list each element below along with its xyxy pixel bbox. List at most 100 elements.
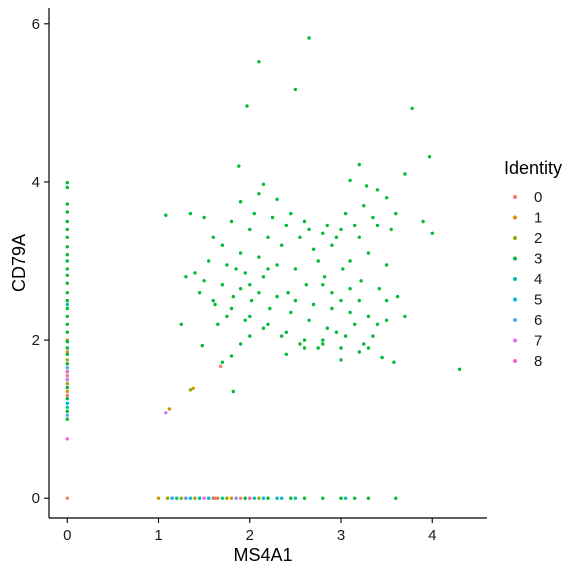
point-identity-3 [302, 338, 307, 342]
point-identity-3 [394, 496, 398, 500]
point-identity-3 [421, 219, 425, 224]
point-identity-3 [298, 235, 302, 239]
y-tick-label: 4 [32, 174, 40, 191]
point-identity-3 [339, 227, 343, 232]
point-identity-3 [286, 291, 290, 295]
point-identity-3 [248, 227, 252, 232]
point-identity-2 [65, 358, 70, 362]
point-identity-3 [248, 314, 252, 319]
point-identity-2 [257, 496, 261, 500]
point-identity-2 [179, 496, 183, 500]
point-identity-7 [202, 496, 206, 500]
point-identity-5 [188, 496, 193, 500]
point-identity-3 [371, 215, 375, 220]
point-identity-0 [65, 393, 70, 398]
point-identity-8 [248, 496, 252, 500]
point-identity-3 [375, 322, 380, 326]
legend-label-5: 5 [534, 292, 542, 309]
point-identity-3 [257, 291, 261, 295]
point-identity-3 [377, 287, 381, 291]
point-identity-3 [395, 294, 400, 299]
point-identity-3 [316, 346, 320, 350]
point-identity-3 [375, 223, 380, 228]
ticks-layer: 0 1 2 3 4 0 2 4 6 [32, 16, 437, 544]
point-identity-3 [245, 104, 249, 108]
point-identity-3 [261, 275, 266, 279]
point-identity-3 [284, 223, 288, 228]
point-identity-3 [362, 342, 366, 346]
point-identity-3 [243, 271, 247, 275]
point-identity-3 [353, 496, 357, 500]
point-identity-3 [248, 334, 252, 338]
legend-key-1 [513, 215, 517, 220]
point-identity-3 [394, 211, 398, 216]
point-identity-3 [65, 181, 70, 185]
point-identity-5 [280, 496, 284, 500]
point-identity-3 [307, 318, 311, 322]
point-identity-6 [184, 496, 188, 500]
point-identity-3 [65, 202, 70, 206]
point-identity-3 [357, 162, 361, 167]
point-identity-1 [216, 496, 220, 500]
point-identity-3 [65, 314, 70, 319]
point-identity-3 [343, 334, 348, 338]
point-identity-3 [321, 338, 325, 342]
point-identity-3 [384, 298, 389, 303]
legend-label-7: 7 [534, 333, 542, 350]
point-identity-3 [302, 496, 307, 500]
point-identity-8 [65, 437, 70, 441]
point-identity-3 [229, 306, 234, 311]
point-identity-4 [252, 496, 256, 500]
legend-label-8: 8 [534, 353, 542, 370]
point-identity-3 [289, 496, 293, 500]
legend: Identity 0 1 2 3 4 5 6 7 8 [504, 158, 562, 370]
x-tick-label: 1 [154, 527, 162, 544]
point-identity-3 [65, 362, 70, 366]
point-identity-3 [65, 306, 70, 311]
point-identity-3 [293, 298, 298, 303]
point-identity-3 [289, 211, 293, 216]
point-identity-3 [321, 283, 325, 287]
x-tick-label: 3 [337, 527, 345, 544]
point-identity-3 [392, 360, 396, 364]
point-identity-3 [353, 322, 357, 326]
point-identity-1 [65, 389, 70, 394]
point-identity-3 [343, 211, 348, 216]
x-tick-label: 2 [246, 527, 254, 544]
x-tick-label: 0 [63, 527, 71, 544]
point-identity-3 [339, 298, 343, 303]
point-identity-4 [65, 302, 70, 307]
point-identity-3 [65, 346, 70, 350]
point-identity-3 [220, 360, 225, 364]
point-identity-0 [65, 374, 70, 378]
point-identity-2 [225, 496, 229, 500]
point-identity-3 [325, 223, 329, 228]
point-identity-3 [389, 227, 393, 232]
point-identity-3 [275, 263, 279, 267]
point-identity-3 [65, 259, 70, 263]
point-identity-3 [280, 243, 284, 247]
point-identity-3 [234, 267, 238, 271]
point-identity-6 [234, 496, 238, 500]
point-identity-3 [366, 346, 371, 350]
point-identity-3 [184, 275, 188, 279]
point-identity-3 [302, 346, 307, 350]
legend-label-6: 6 [534, 312, 542, 329]
y-tick-label: 2 [32, 332, 40, 349]
point-identity-3 [330, 291, 334, 295]
point-identity-3 [231, 294, 235, 299]
point-identity-3 [65, 267, 70, 271]
point-identity-6 [65, 366, 70, 370]
point-identity-3 [321, 496, 325, 500]
legend-label-4: 4 [534, 271, 542, 288]
point-identity-1 [167, 407, 172, 411]
point-identity-3 [249, 298, 254, 303]
point-identity-5 [170, 496, 174, 500]
point-identity-7 [65, 377, 70, 382]
point-identity-3 [270, 215, 275, 220]
point-identity-3 [238, 200, 243, 204]
point-identity-3 [348, 259, 352, 263]
point-identity-3 [225, 263, 229, 267]
point-identity-3 [65, 210, 70, 214]
point-identity-5 [65, 401, 70, 405]
